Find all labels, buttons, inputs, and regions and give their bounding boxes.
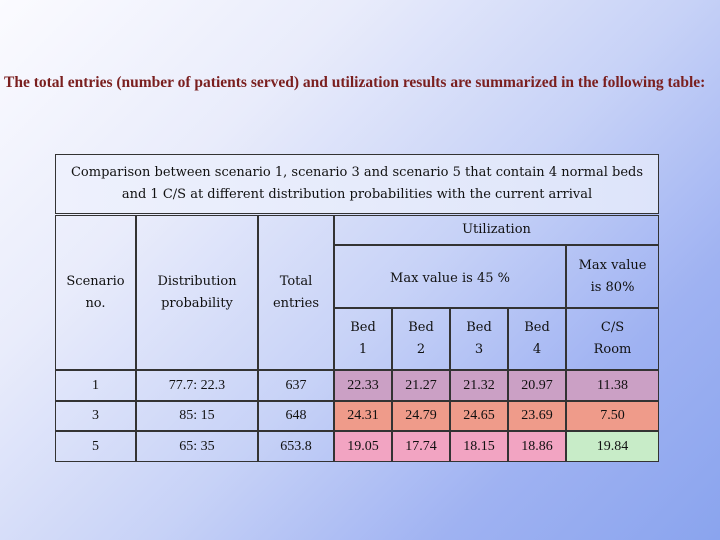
row-1-cs-room: 11.38 (566, 370, 659, 401)
row-1-bed-1: 22.33 (334, 370, 392, 401)
row-1-bed-3: 21.32 (450, 370, 508, 401)
header-cs-room: C/S Room (566, 308, 659, 370)
row-1-total: 637 (258, 370, 334, 401)
header-bed-2-label: Bed 2 (408, 320, 434, 357)
header-bed-3: Bed 3 (450, 308, 508, 370)
row-3-bed-3: 24.65 (450, 401, 508, 431)
row-5-total: 653.8 (258, 431, 334, 462)
row-5-distribution: 65: 35 (136, 431, 258, 462)
row-5-cs-room: 19.84 (566, 431, 659, 462)
caption-line-1: Comparison between scenario 1, scenario … (70, 165, 644, 180)
header-bed-1-label: Bed 1 (350, 320, 376, 357)
header-bed-4: Bed 4 (508, 308, 566, 370)
row-5-bed-3: 18.15 (450, 431, 508, 462)
row-5-scenario: 5 (55, 431, 136, 462)
header-utilization: Utilization (334, 215, 659, 245)
header-cs-room-label: C/S Room (593, 320, 632, 357)
header-total: Total entries (258, 215, 334, 370)
intro-text: The total entries (number of patients se… (4, 74, 706, 91)
header-distribution: Distribution probability (136, 215, 258, 370)
header-scenario-label: Scenario no. (66, 273, 125, 311)
header-total-label: Total entries (272, 273, 320, 311)
row-1-bed-2: 21.27 (392, 370, 450, 401)
row-1-distribution: 77.7: 22.3 (136, 370, 258, 401)
header-distribution-label: Distribution probability (157, 273, 237, 311)
row-3-bed-2: 24.79 (392, 401, 450, 431)
row-1-scenario: 1 (55, 370, 136, 401)
row-5-bed-4: 18.86 (508, 431, 566, 462)
row-5-bed-2: 17.74 (392, 431, 450, 462)
row-3-bed-4: 23.69 (508, 401, 566, 431)
header-bed-3-label: Bed 3 (466, 320, 492, 357)
row-3-total: 648 (258, 401, 334, 431)
caption-line-2: and 1 C/S at different distribution prob… (121, 187, 593, 202)
header-max-80-label: Max value is 80% (578, 257, 647, 295)
row-3-cs-room: 7.50 (566, 401, 659, 431)
row-3-scenario: 3 (55, 401, 136, 431)
header-bed-4-label: Bed 4 (524, 320, 550, 357)
table-caption: Comparison between scenario 1, scenario … (55, 154, 659, 214)
row-3-bed-1: 24.31 (334, 401, 392, 431)
row-5-bed-1: 19.05 (334, 431, 392, 462)
header-bed-2: Bed 2 (392, 308, 450, 370)
row-3-distribution: 85: 15 (136, 401, 258, 431)
header-bed-1: Bed 1 (334, 308, 392, 370)
header-max-80: Max value is 80% (566, 245, 659, 308)
header-scenario: Scenario no. (55, 215, 136, 370)
header-max-45: Max value is 45 % (334, 245, 566, 308)
row-1-bed-4: 20.97 (508, 370, 566, 401)
